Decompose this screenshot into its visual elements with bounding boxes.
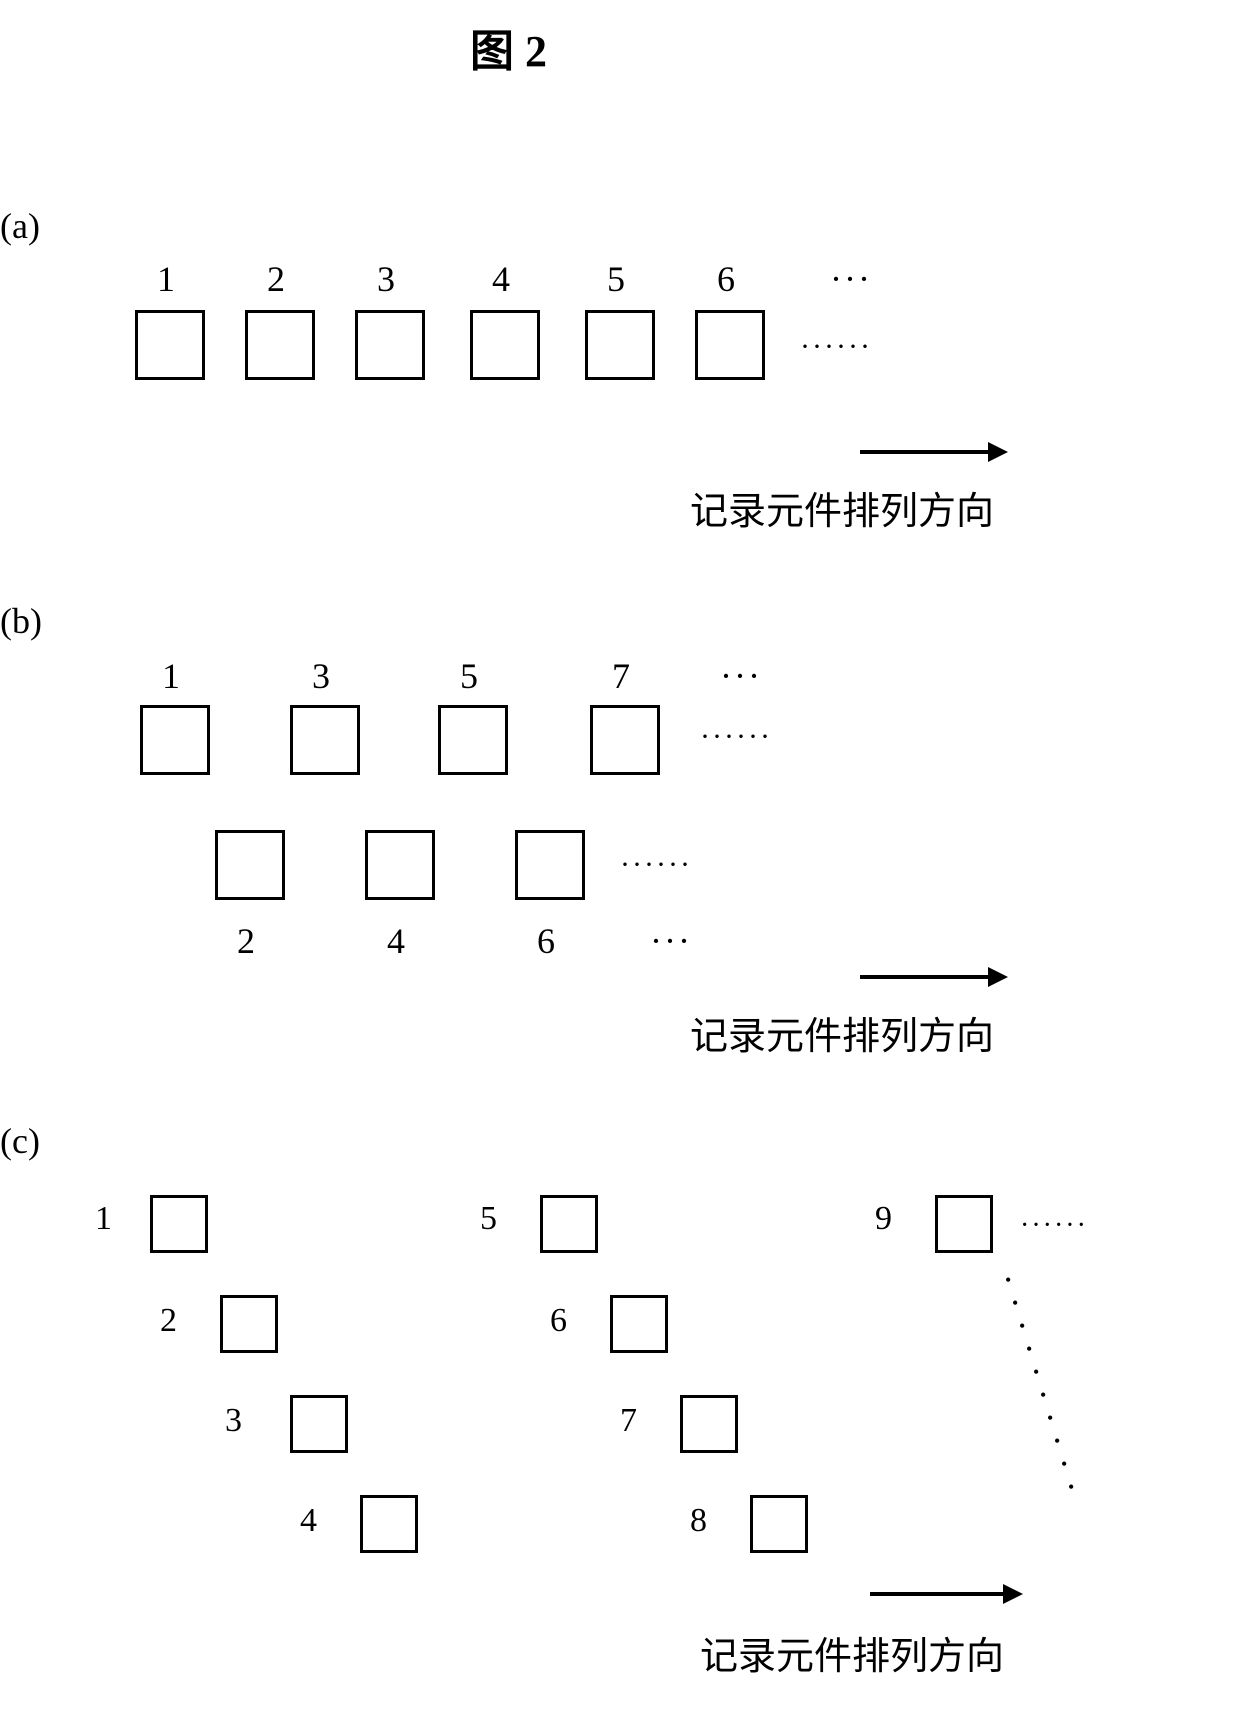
diagonal-dot: • <box>1040 1385 1046 1406</box>
element-number: 2 <box>160 1302 177 1340</box>
element-box <box>290 1395 348 1453</box>
ellipsis: ······ <box>620 848 692 882</box>
element-box <box>135 310 205 380</box>
element-box <box>215 830 285 900</box>
element-box <box>365 830 435 900</box>
element-number: 6 <box>550 1302 567 1340</box>
element-box <box>750 1495 808 1553</box>
element-number: 5 <box>460 655 478 697</box>
axis-direction-label: 记录元件排列方向 <box>700 1625 1004 1680</box>
element-number: 2 <box>267 258 285 300</box>
element-number: 1 <box>157 258 175 300</box>
arrow-line <box>860 975 990 979</box>
element-box <box>220 1295 278 1353</box>
ellipsis: ······ <box>1020 1210 1088 1242</box>
arrow-line <box>860 450 990 454</box>
diagonal-dot: • <box>1005 1270 1011 1291</box>
element-number: 3 <box>225 1402 242 1440</box>
element-box <box>290 705 360 775</box>
element-number: 5 <box>607 258 625 300</box>
element-number: 4 <box>300 1502 317 1540</box>
diagonal-dot: • <box>1033 1362 1039 1383</box>
element-box <box>585 310 655 380</box>
element-box <box>355 310 425 380</box>
arrow-line <box>870 1592 1005 1596</box>
arrow-head <box>988 967 1008 987</box>
element-number: 7 <box>612 655 630 697</box>
diagonal-dot: • <box>1012 1293 1018 1314</box>
element-number: 4 <box>492 258 510 300</box>
element-number: 6 <box>537 920 555 962</box>
element-number: 1 <box>162 655 180 697</box>
element-box <box>140 705 210 775</box>
diagonal-dot: • <box>1068 1477 1074 1498</box>
element-number: 5 <box>480 1200 497 1238</box>
element-box <box>245 310 315 380</box>
axis-direction-label: 记录元件排列方向 <box>690 480 994 535</box>
element-number: 4 <box>387 920 405 962</box>
diagonal-dot: • <box>1026 1339 1032 1360</box>
diagonal-dot: • <box>1019 1316 1025 1337</box>
element-box <box>935 1195 993 1253</box>
ellipsis: ··· <box>720 655 762 697</box>
element-number: 6 <box>717 258 735 300</box>
element-box <box>540 1195 598 1253</box>
arrow-head <box>1003 1584 1023 1604</box>
element-box <box>150 1195 208 1253</box>
element-number: 3 <box>377 258 395 300</box>
section-b-label: (b) <box>0 600 42 642</box>
element-box <box>590 705 660 775</box>
diagonal-dot: • <box>1047 1408 1053 1429</box>
section-a-label: (a) <box>0 205 40 247</box>
diagonal-dot: • <box>1061 1454 1067 1475</box>
element-box <box>515 830 585 900</box>
element-number: 7 <box>620 1402 637 1440</box>
ellipsis: ··· <box>650 920 692 962</box>
element-number: 8 <box>690 1502 707 1540</box>
element-box <box>438 705 508 775</box>
element-box <box>695 310 765 380</box>
axis-direction-label: 记录元件排列方向 <box>690 1005 994 1060</box>
element-number: 1 <box>95 1200 112 1238</box>
diagonal-dot: • <box>1054 1431 1060 1452</box>
figure-title: 图 2 <box>470 15 547 79</box>
element-box <box>360 1495 418 1553</box>
element-box <box>680 1395 738 1453</box>
arrow-head <box>988 442 1008 462</box>
element-number: 3 <box>312 655 330 697</box>
ellipsis: ··· <box>830 258 872 300</box>
element-number: 2 <box>237 920 255 962</box>
element-box <box>470 310 540 380</box>
ellipsis: ······ <box>800 330 872 364</box>
section-c-label: (c) <box>0 1120 40 1162</box>
element-number: 9 <box>875 1200 892 1238</box>
ellipsis: ······ <box>700 720 772 754</box>
element-box <box>610 1295 668 1353</box>
